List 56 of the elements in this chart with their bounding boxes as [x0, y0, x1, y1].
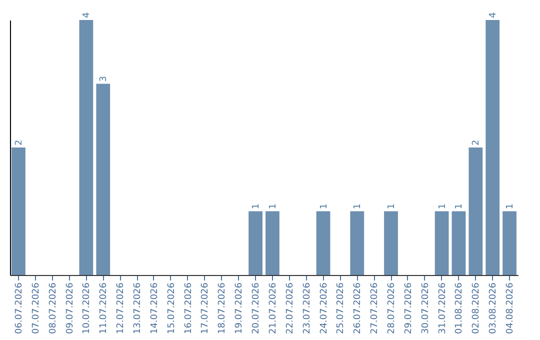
- data-label: 2: [472, 140, 482, 146]
- x-tick-label: 31.07.2026: [438, 282, 448, 334]
- bar: [248, 211, 262, 275]
- bar: [350, 211, 364, 275]
- x-tick-label: 04.08.2026: [506, 282, 516, 334]
- bar: [452, 211, 466, 275]
- bar: [266, 211, 280, 275]
- x-tick-label: 25.07.2026: [336, 282, 346, 334]
- data-label: 1: [438, 204, 448, 210]
- x-tick-label: 19.07.2026: [234, 282, 245, 334]
- x-tick-label: 21.07.2026: [268, 282, 278, 334]
- x-tick-label: 08.07.2026: [48, 282, 58, 334]
- x-tick-label: 07.07.2026: [31, 282, 42, 334]
- bar: [434, 211, 449, 275]
- x-tick-label: 26.07.2026: [353, 282, 364, 334]
- x-tick-label: 14.07.2026: [150, 282, 160, 334]
- data-label: 4: [488, 12, 499, 18]
- data-label: 1: [319, 204, 330, 210]
- x-tick-label: 20.07.2026: [252, 282, 262, 334]
- bar: [502, 211, 516, 275]
- bar: [316, 211, 330, 275]
- x-tick-label: 30.07.2026: [420, 282, 431, 334]
- data-label: 1: [454, 204, 465, 210]
- x-tick-label: 06.07.2026: [14, 282, 24, 334]
- x-tick-label: 24.07.2026: [319, 282, 330, 334]
- data-label: 4: [82, 12, 92, 18]
- bar: [384, 211, 398, 275]
- data-label: 3: [99, 76, 110, 82]
- data-label: 1: [506, 204, 516, 210]
- x-tick-label: 18.07.2026: [218, 282, 228, 334]
- x-tick-label: 17.07.2026: [200, 282, 211, 334]
- x-tick-label: 09.07.2026: [65, 282, 76, 334]
- bar: [486, 20, 500, 275]
- data-label: 2: [14, 140, 24, 146]
- x-tick-label: 22.07.2026: [285, 282, 296, 334]
- x-tick-label: 29.07.2026: [404, 282, 414, 334]
- data-label: 1: [387, 204, 397, 210]
- data-label: 1: [268, 204, 278, 210]
- x-tick-label: 16.07.2026: [184, 282, 194, 334]
- x-tick-label: 10.07.2026: [82, 282, 92, 334]
- bar: [12, 148, 26, 275]
- bar: [79, 20, 94, 275]
- x-tick-label: 01.08.2026: [454, 282, 465, 334]
- bar: [468, 148, 483, 275]
- x-tick-label: 28.07.2026: [387, 282, 397, 334]
- x-tick-label: 12.07.2026: [116, 282, 126, 334]
- x-tick-label: 03.08.2026: [488, 282, 499, 334]
- data-label: 1: [353, 204, 364, 210]
- x-tick-label: 15.07.2026: [166, 282, 177, 334]
- x-tick-label: 13.07.2026: [133, 282, 143, 334]
- x-tick-label: 02.08.2026: [472, 282, 482, 334]
- x-tick-label: 23.07.2026: [302, 282, 312, 334]
- x-tick-label: 27.07.2026: [370, 282, 380, 334]
- data-label: 1: [252, 204, 262, 210]
- bar: [96, 84, 110, 275]
- x-tick-label: 11.07.2026: [99, 282, 110, 334]
